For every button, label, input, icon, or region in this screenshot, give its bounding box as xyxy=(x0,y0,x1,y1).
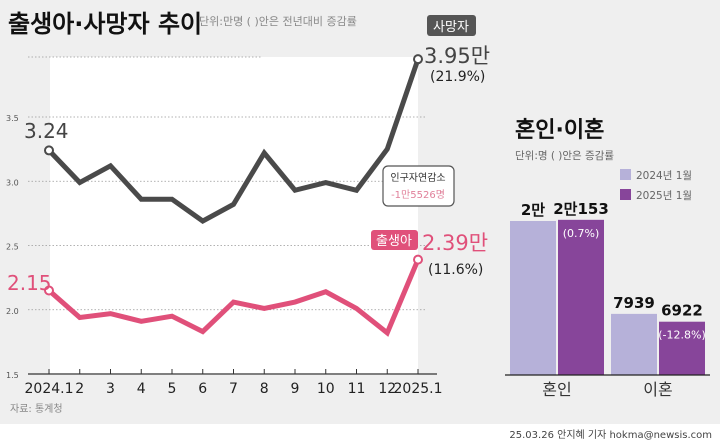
x-tick-label: 10 xyxy=(317,381,335,397)
births-series-name: 출생아 xyxy=(376,234,412,249)
line-chart-subtitle: 단위:만명 ( )안은 전년대비 증감률 xyxy=(199,15,357,28)
bar-혼인-1 xyxy=(558,219,604,375)
bar-chart-subtitle: 단위:명 ( )안은 증감률 xyxy=(515,149,614,162)
births-last-change: (11.6%) xyxy=(428,262,483,278)
y-tick-label: 3.5 xyxy=(6,114,19,123)
bar-change-label: (0.7%) xyxy=(563,227,600,240)
bar-change-label: (-12.8%) xyxy=(658,329,706,342)
deaths-first-label: 3.24 xyxy=(24,119,69,143)
bar-이혼-1 xyxy=(659,321,705,375)
line-chart-title: 출생아·사망자 추이 xyxy=(8,10,202,38)
data-point xyxy=(44,145,54,156)
x-tick-label: 6 xyxy=(198,381,207,397)
x-tick-label: 5 xyxy=(168,381,177,397)
y-tick-label: 3.0 xyxy=(6,178,19,187)
births-legend-badge xyxy=(371,230,418,250)
bar-value-label: 2만153 xyxy=(553,200,609,218)
deaths-last-change: (21.9%) xyxy=(430,69,485,85)
x-tick-label: 12 xyxy=(378,381,396,397)
bar-chart-title: 혼인·이혼 xyxy=(515,118,604,143)
line-plot-area xyxy=(50,57,418,375)
x-tick-label: 2024.1 xyxy=(25,381,74,397)
legend-swatch xyxy=(620,169,631,180)
x-tick-label: 2025.1 xyxy=(394,381,443,397)
legend-label: 2025년 1월 xyxy=(636,190,692,202)
x-tick-label: 8 xyxy=(260,381,269,397)
category-label: 혼인 xyxy=(542,380,571,399)
bar-이혼-0 xyxy=(611,313,657,375)
source-note: 자료: 통계청 xyxy=(10,403,63,415)
bar-value-label: 7939 xyxy=(613,294,655,312)
category-label: 이혼 xyxy=(643,380,672,399)
y-tick-label: 2.5 xyxy=(6,243,19,252)
bar-value-label: 6922 xyxy=(661,302,703,320)
x-tick-label: 7 xyxy=(229,381,238,397)
x-tick-label: 3 xyxy=(106,381,115,397)
x-tick-label: 9 xyxy=(291,381,300,397)
x-tick-label: 2 xyxy=(75,381,84,397)
annotation-value: -1만5526명 xyxy=(391,189,445,201)
data-point xyxy=(413,254,423,265)
annotation-title: 인구자연감소 xyxy=(390,172,445,184)
data-point xyxy=(413,54,423,65)
deaths-last-label: 3.95만 xyxy=(424,44,490,68)
y-tick-label: 2.0 xyxy=(6,307,19,316)
births-first-label: 2.15 xyxy=(7,271,52,295)
x-tick-label: 11 xyxy=(348,381,366,397)
bar-value-label: 2만 xyxy=(521,201,545,219)
deaths-series-name: 사망자 xyxy=(433,20,469,35)
bar-혼인-0 xyxy=(510,221,556,375)
births-last-label: 2.39만 xyxy=(422,231,488,255)
data-point xyxy=(44,285,54,296)
legend-swatch xyxy=(620,189,631,200)
deaths-legend-badge xyxy=(427,15,476,36)
x-tick-label: 4 xyxy=(137,381,146,397)
y-tick-label: 1.5 xyxy=(6,371,19,380)
credit: 25.03.26 안지혜 기자 hokma@newsis.com xyxy=(509,429,712,441)
footer-band xyxy=(0,424,720,444)
legend-label: 2024년 1월 xyxy=(636,170,692,182)
annotation-box xyxy=(382,165,455,207)
